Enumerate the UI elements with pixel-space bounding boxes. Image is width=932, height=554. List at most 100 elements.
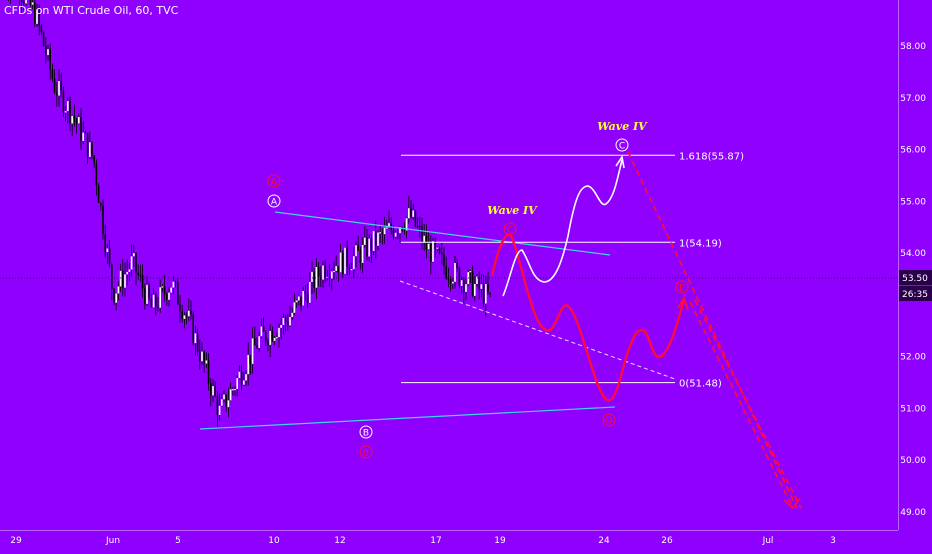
candle-body	[300, 296, 302, 306]
candle-body	[201, 351, 203, 362]
candle-body	[258, 336, 260, 348]
candle-body	[71, 115, 73, 124]
candle-body	[355, 245, 357, 257]
candle-body	[357, 245, 359, 251]
candle-body	[460, 280, 463, 286]
candle-body	[218, 405, 221, 415]
wave-label: Wave IV	[487, 204, 538, 217]
candle-body	[148, 284, 150, 299]
candle-body	[333, 270, 335, 273]
candle-body	[366, 237, 368, 257]
candle-body	[449, 278, 452, 284]
candle-body	[350, 269, 353, 271]
candle-body	[403, 229, 406, 232]
candle-body	[346, 247, 348, 268]
candle-body	[102, 205, 104, 235]
candle-body	[282, 317, 285, 326]
price-axis[interactable]	[898, 0, 932, 530]
wave-point-label: E	[679, 284, 685, 294]
candle-body	[185, 315, 188, 317]
candle-body	[78, 117, 80, 124]
candle-body	[111, 264, 113, 289]
candle-body	[73, 115, 76, 120]
candle-body	[478, 276, 480, 289]
candle-body	[326, 276, 329, 279]
candle-body	[370, 238, 373, 252]
candle-body	[225, 394, 227, 408]
candle-body	[454, 263, 456, 282]
lower-trendline	[199, 406, 616, 430]
candle-body	[469, 271, 472, 273]
candle-body	[45, 45, 47, 56]
red-wave-projection	[490, 233, 686, 402]
candle-body	[122, 270, 124, 288]
candle-body	[375, 231, 377, 246]
candle-body	[243, 380, 245, 385]
candle-body	[34, 2, 36, 24]
candle-body	[106, 248, 109, 253]
candle-body	[91, 142, 93, 156]
candle-body	[216, 396, 219, 415]
candle-body	[113, 288, 115, 303]
candle-body	[188, 310, 190, 317]
candle-body	[214, 386, 216, 397]
candle-body	[412, 210, 414, 217]
candle-body	[397, 232, 399, 234]
candle-body	[199, 351, 201, 362]
candle-body	[254, 338, 256, 346]
candle-body	[174, 281, 177, 283]
candle-body	[474, 284, 476, 296]
candle-body	[313, 271, 315, 288]
candle-body	[298, 296, 300, 301]
candle-body	[436, 247, 439, 249]
candle-body	[139, 274, 142, 277]
candle-body	[392, 229, 395, 237]
red-dashed-decline	[627, 151, 798, 509]
candle-body	[212, 386, 214, 396]
candle-body	[284, 317, 287, 322]
candle-body	[335, 266, 337, 271]
candle-body	[36, 9, 38, 24]
candle-body	[128, 269, 131, 272]
candle-body	[353, 256, 355, 270]
candle-body	[269, 330, 271, 345]
candle-body	[159, 287, 161, 308]
candle-body	[221, 399, 223, 406]
candle-body	[368, 238, 370, 257]
candle-body	[434, 241, 436, 249]
wave-point-circle	[359, 445, 373, 459]
candle-body	[342, 252, 344, 274]
candle-body	[482, 284, 485, 304]
red-dashed-arrowhead	[783, 497, 801, 510]
wave-point-circle	[359, 425, 373, 439]
time-axis[interactable]	[0, 530, 898, 551]
candle-body	[47, 49, 49, 56]
candle-body	[89, 142, 91, 157]
candle-body	[416, 225, 419, 227]
candle-body	[452, 281, 454, 284]
dashed-trendline	[399, 280, 676, 380]
wave-point-circle	[602, 413, 616, 427]
candle-body	[456, 263, 458, 268]
candle-body	[152, 294, 155, 308]
candle-body	[155, 294, 157, 307]
candle-body	[168, 292, 170, 300]
upper-trendline	[274, 211, 611, 256]
candle-body	[181, 311, 183, 319]
candle-body	[163, 286, 166, 295]
candle-body	[93, 155, 95, 164]
candle-body	[487, 284, 489, 293]
candle-body	[445, 266, 447, 279]
wave-point-circle	[503, 222, 517, 236]
candle-body	[172, 281, 175, 288]
candle-body	[60, 81, 62, 91]
candle-body	[276, 337, 278, 339]
candle-body	[414, 210, 417, 226]
candle-body	[408, 208, 410, 219]
candle-body	[207, 360, 210, 384]
candle-body	[80, 117, 82, 141]
wave-point-label: C	[507, 226, 513, 236]
candle-body	[245, 374, 247, 381]
